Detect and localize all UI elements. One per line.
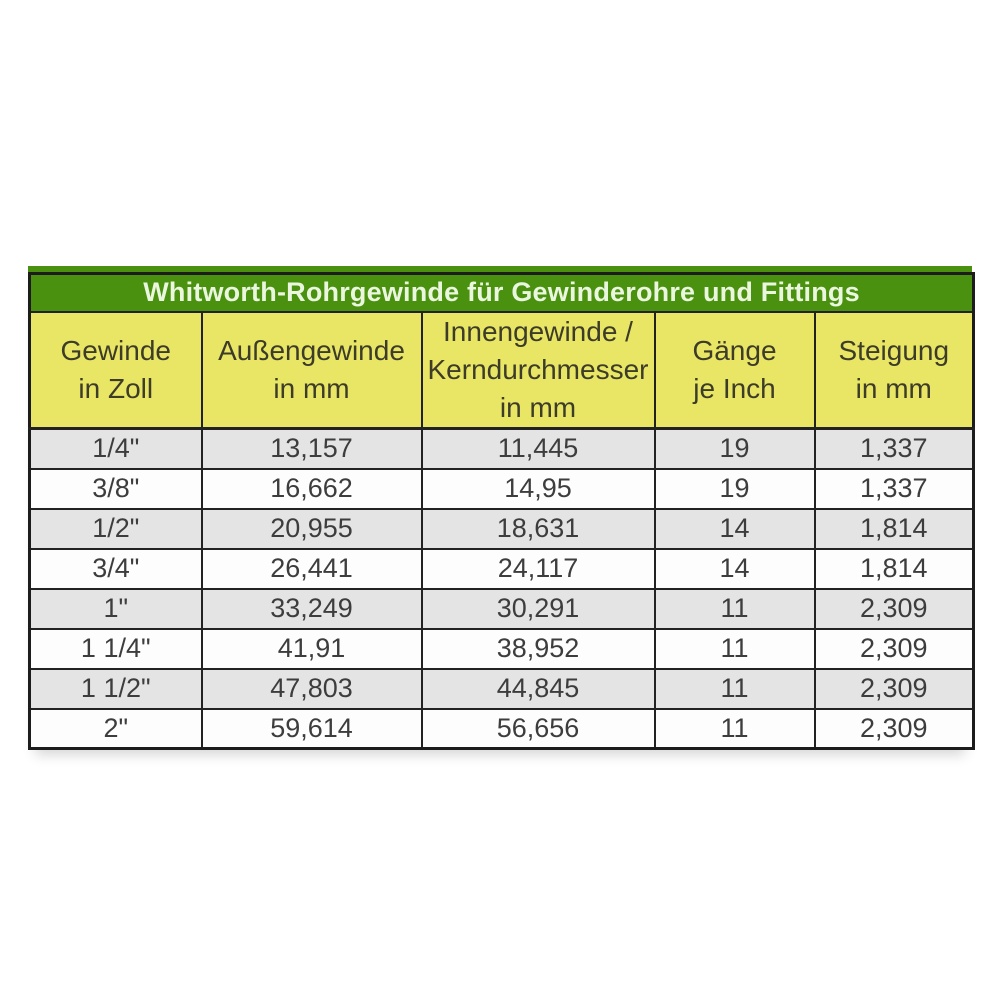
cell-gaenge: 14 xyxy=(653,547,816,590)
cell-aussengewinde: 16,662 xyxy=(200,467,423,510)
cell-gewinde: 3/4" xyxy=(28,547,203,590)
cell-steigung: 1,814 xyxy=(813,547,975,590)
cell-gewinde: 1/2" xyxy=(28,507,203,550)
cell-steigung: 1,337 xyxy=(813,427,975,470)
table-row: 1/2" 20,955 18,631 14 1,814 xyxy=(28,507,975,550)
cell-steigung: 2,309 xyxy=(813,667,975,710)
table-row: 1 1/4" 41,91 38,952 11 2,309 xyxy=(28,627,975,670)
cell-steigung: 2,309 xyxy=(813,707,975,750)
table-row: 3/8" 16,662 14,95 19 1,337 xyxy=(28,467,975,510)
cell-innengewinde: 38,952 xyxy=(420,627,656,670)
cell-aussengewinde: 47,803 xyxy=(200,667,423,710)
cell-gaenge: 11 xyxy=(653,587,816,630)
table-title: Whitworth-Rohrgewinde für Gewinderohre u… xyxy=(28,272,975,313)
cell-innengewinde: 44,845 xyxy=(420,667,656,710)
col-header-gaenge-je-inch: Gänge je Inch xyxy=(653,310,816,430)
cell-innengewinde: 14,95 xyxy=(420,467,656,510)
cell-gaenge: 11 xyxy=(653,627,816,670)
thread-data-table: Whitworth-Rohrgewinde für Gewinderohre u… xyxy=(28,272,976,750)
cell-gewinde: 3/8" xyxy=(28,467,203,510)
cell-steigung: 1,814 xyxy=(813,507,975,550)
table-row: 1 1/2" 47,803 44,845 11 2,309 xyxy=(28,667,975,710)
cell-gaenge: 11 xyxy=(653,707,816,750)
column-header-row: Gewinde in Zoll Außengewinde in mm Innen… xyxy=(28,310,975,430)
cell-gaenge: 19 xyxy=(653,467,816,510)
cell-aussengewinde: 26,441 xyxy=(200,547,423,590)
col-header-innengewinde-kerndurchmesser-mm: Innengewinde / Kerndurchmesser in mm xyxy=(420,310,656,430)
cell-innengewinde: 11,445 xyxy=(420,427,656,470)
cell-innengewinde: 18,631 xyxy=(420,507,656,550)
cell-steigung: 2,309 xyxy=(813,627,975,670)
cell-steigung: 1,337 xyxy=(813,467,975,510)
table-row: 1/4" 13,157 11,445 19 1,337 xyxy=(28,427,975,470)
cell-innengewinde: 56,656 xyxy=(420,707,656,750)
cell-innengewinde: 24,117 xyxy=(420,547,656,590)
col-header-aussengewinde-mm: Außengewinde in mm xyxy=(200,310,423,430)
cell-gaenge: 11 xyxy=(653,667,816,710)
whitworth-thread-table: Whitworth-Rohrgewinde für Gewinderohre u… xyxy=(28,266,976,750)
cell-aussengewinde: 33,249 xyxy=(200,587,423,630)
col-header-steigung-mm: Steigung in mm xyxy=(813,310,975,430)
cell-aussengewinde: 13,157 xyxy=(200,427,423,470)
cell-steigung: 2,309 xyxy=(813,587,975,630)
cell-aussengewinde: 59,614 xyxy=(200,707,423,750)
cell-gewinde: 1/4" xyxy=(28,427,203,470)
table-row: 1" 33,249 30,291 11 2,309 xyxy=(28,587,975,630)
cell-aussengewinde: 41,91 xyxy=(200,627,423,670)
cell-aussengewinde: 20,955 xyxy=(200,507,423,550)
cell-gaenge: 19 xyxy=(653,427,816,470)
cell-innengewinde: 30,291 xyxy=(420,587,656,630)
table-row: 2" 59,614 56,656 11 2,309 xyxy=(28,707,975,750)
table-row: 3/4" 26,441 24,117 14 1,814 xyxy=(28,547,975,590)
cell-gewinde: 1 1/2" xyxy=(28,667,203,710)
table-title-row: Whitworth-Rohrgewinde für Gewinderohre u… xyxy=(28,272,975,313)
cell-gewinde: 2" xyxy=(28,707,203,750)
cell-gewinde: 1 1/4" xyxy=(28,627,203,670)
cell-gewinde: 1" xyxy=(28,587,203,630)
col-header-gewinde-in-zoll: Gewinde in Zoll xyxy=(28,310,203,430)
cell-gaenge: 14 xyxy=(653,507,816,550)
